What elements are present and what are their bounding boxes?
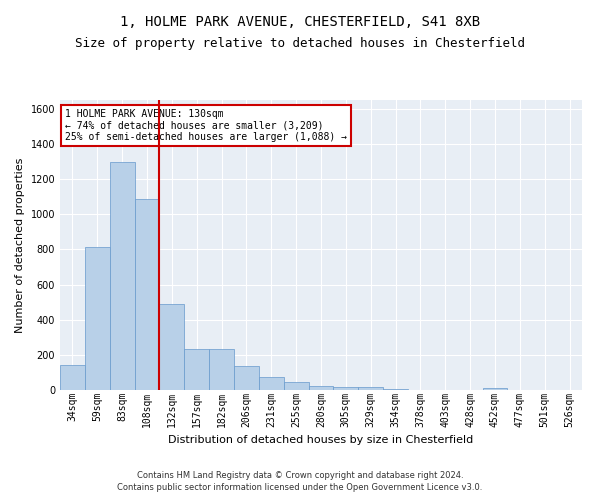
Bar: [308, 386, 334, 390]
Bar: [85, 247, 110, 390]
Text: 1, HOLME PARK AVENUE, CHESTERFIELD, S41 8XB: 1, HOLME PARK AVENUE, CHESTERFIELD, S41 …: [120, 15, 480, 29]
Bar: [284, 382, 308, 390]
Bar: [209, 348, 234, 390]
Bar: [482, 388, 508, 390]
Text: 1 HOLME PARK AVENUE: 130sqm
← 74% of detached houses are smaller (3,209)
25% of : 1 HOLME PARK AVENUE: 130sqm ← 74% of det…: [65, 108, 347, 142]
Bar: [334, 388, 358, 390]
Bar: [358, 388, 383, 390]
Bar: [184, 348, 209, 390]
Text: Size of property relative to detached houses in Chesterfield: Size of property relative to detached ho…: [75, 38, 525, 51]
Bar: [383, 389, 408, 390]
Bar: [259, 377, 284, 390]
Bar: [234, 366, 259, 390]
Y-axis label: Number of detached properties: Number of detached properties: [15, 158, 25, 332]
Text: Contains HM Land Registry data © Crown copyright and database right 2024.
Contai: Contains HM Land Registry data © Crown c…: [118, 471, 482, 492]
Bar: [110, 162, 134, 390]
Bar: [134, 200, 160, 390]
Bar: [60, 366, 85, 390]
X-axis label: Distribution of detached houses by size in Chesterfield: Distribution of detached houses by size …: [169, 435, 473, 445]
Bar: [160, 304, 184, 390]
